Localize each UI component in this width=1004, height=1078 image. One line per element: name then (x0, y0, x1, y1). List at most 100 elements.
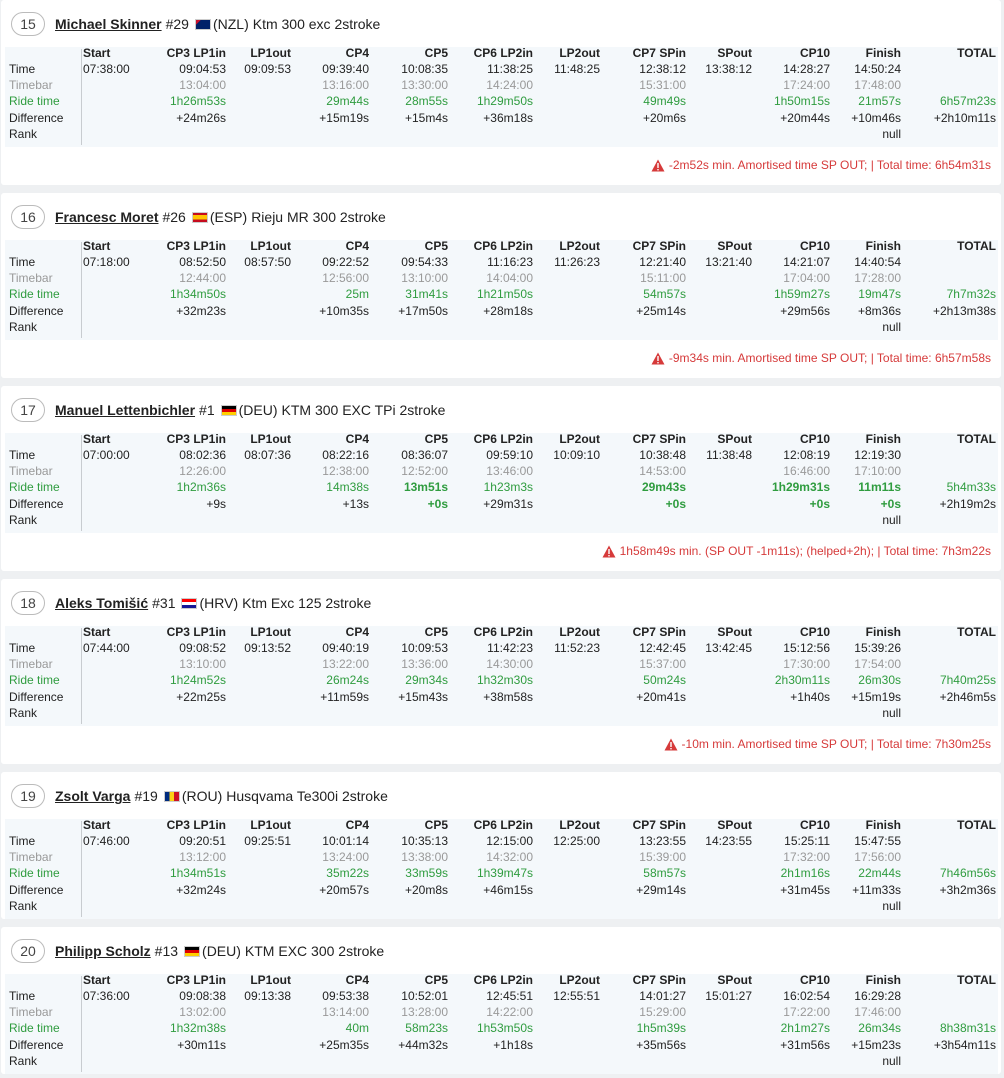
cell: 13:04:00 (179, 78, 226, 92)
cell: 17:10:00 (854, 464, 901, 478)
row-label: Time (9, 834, 36, 848)
cell: 15:39:26 (854, 641, 901, 655)
cell: 26m30s (858, 673, 901, 687)
column-header: CP7 SPin (632, 818, 686, 832)
cell: 14:28:27 (783, 62, 830, 76)
cell: 26m34s (858, 1021, 901, 1035)
row-label: Ride time (9, 287, 60, 301)
cell: +32m23s (176, 304, 226, 318)
cell: +15m4s (404, 111, 448, 125)
split-table: Time Timebar Ride time Difference Rank Start C… (5, 818, 998, 919)
cell: 13:24:00 (322, 850, 369, 864)
note-text: 1h58m49s min. (SP OUT -1m11s); (helped+2… (619, 544, 991, 558)
cell: 17:24:00 (783, 78, 830, 92)
cell: 1h23m3s (483, 480, 533, 494)
column-header: CP5 (424, 46, 448, 60)
cell: 17:56:00 (854, 850, 901, 864)
column-header: TOTAL (957, 46, 996, 60)
cell: 14:23:55 (705, 834, 752, 848)
cell: 2h1m27s (780, 1021, 830, 1035)
cell: 09:59:10 (486, 448, 533, 462)
cell: 09:09:53 (244, 62, 291, 76)
column-header: CP5 (424, 818, 448, 832)
cell: 12:15:00 (486, 834, 533, 848)
column-header: Finish (865, 46, 901, 60)
cell: 29m43s (641, 480, 686, 494)
cell: +20m41s (636, 690, 686, 704)
column-header: LP1out (250, 432, 291, 446)
rank-badge: 20 (11, 939, 45, 963)
cell: 12:26:00 (179, 464, 226, 478)
cell: +15m43s (398, 690, 448, 704)
column-header: CP5 (424, 239, 448, 253)
cell: 28m55s (405, 94, 448, 108)
column-header: LP2out (559, 432, 600, 446)
cell: +25m35s (319, 1038, 369, 1052)
cell: 1h21m50s (476, 287, 533, 301)
cell: 49m49s (643, 94, 686, 108)
bike: KTM EXC 300 2stroke (244, 943, 385, 959)
row-label: Rank (9, 127, 38, 141)
cell: 7h46m56s (939, 866, 996, 880)
cell: 13:22:00 (322, 657, 369, 671)
cell: +15m23s (851, 1038, 901, 1052)
cell: 07:18:00 (83, 255, 130, 269)
column-header: LP1out (250, 46, 291, 60)
cell: 29m34s (405, 673, 448, 687)
cell: 10:09:53 (401, 641, 448, 655)
cell: 12:55:51 (553, 989, 600, 1003)
cell: +10m35s (319, 304, 369, 318)
cell: 13:38:12 (705, 62, 752, 76)
rider-name[interactable]: Philipp Scholz (55, 943, 151, 959)
rider-name[interactable]: Aleks Tomišić (55, 595, 149, 611)
cell: 58m23s (405, 1021, 448, 1035)
cell: +8m36s (857, 304, 901, 318)
column-header: CP5 (424, 625, 448, 639)
cell: 1h29m50s (476, 94, 533, 108)
divider (81, 976, 82, 1072)
cell: 07:00:00 (83, 448, 130, 462)
rider-name[interactable]: Michael Skinner (55, 16, 162, 32)
rider-card: 18 Aleks Tomišić #31 (HRV) Ktm Exc 125 2stro… (1, 579, 1001, 764)
row-label: Difference (9, 883, 64, 897)
rider-header: 18 Aleks Tomišić #31 (HRV) Ktm Exc 125 2stro… (11, 591, 371, 615)
cell: 08:22:16 (322, 448, 369, 462)
cell: 09:20:51 (179, 834, 226, 848)
cell: +29m31s (483, 497, 533, 511)
rider-card: 20 Philipp Scholz #13 (DEU) KTM EXC 300 2str… (1, 927, 1001, 1074)
column-header: CP10 (799, 625, 830, 639)
row-label: Ride time (9, 1021, 60, 1035)
cell: 09:13:38 (244, 989, 291, 1003)
cell: 10:52:01 (401, 989, 448, 1003)
cell: 07:36:00 (83, 989, 130, 1003)
row-label: Difference (9, 111, 64, 125)
cell: 07:38:00 (83, 62, 130, 76)
cell: 13:14:00 (322, 1005, 369, 1019)
column-header: CP3 LP1in (166, 973, 226, 987)
penalty-note: -2m52s min. Amortised time SP OUT; | Tot… (651, 158, 991, 172)
column-header: CP6 LP2in (473, 239, 533, 253)
cell: 21m57s (858, 94, 901, 108)
column-header: CP3 LP1in (166, 818, 226, 832)
cell: +17m50s (398, 304, 448, 318)
cell: 7h40m25s (939, 673, 996, 687)
rider-card: 17 Manuel Lettenbichler #1 (DEU) KTM 300 EXC… (1, 386, 1001, 571)
cell: 13:46:00 (486, 464, 533, 478)
column-header: Finish (865, 818, 901, 832)
cell: 11m11s (858, 480, 901, 494)
rider-name[interactable]: Manuel Lettenbichler (55, 402, 196, 418)
cell: 12:25:00 (553, 834, 600, 848)
rider-name[interactable]: Zsolt Varga (55, 788, 131, 804)
cell: 13:16:00 (322, 78, 369, 92)
cell: 14:01:27 (639, 989, 686, 1003)
bike: Husqvama Te300i 2stroke (226, 788, 388, 804)
column-header: SPout (717, 46, 752, 60)
cell: 1h24m52s (169, 673, 226, 687)
cell: 15:25:11 (784, 834, 830, 848)
cell: +44m32s (398, 1038, 448, 1052)
cell: null (882, 706, 901, 720)
bike: Ktm Exc 125 2stroke (242, 595, 372, 611)
cell: 09:39:40 (322, 62, 369, 76)
row-label: Timebar (9, 464, 53, 478)
rider-name[interactable]: Francesc Moret (55, 209, 159, 225)
